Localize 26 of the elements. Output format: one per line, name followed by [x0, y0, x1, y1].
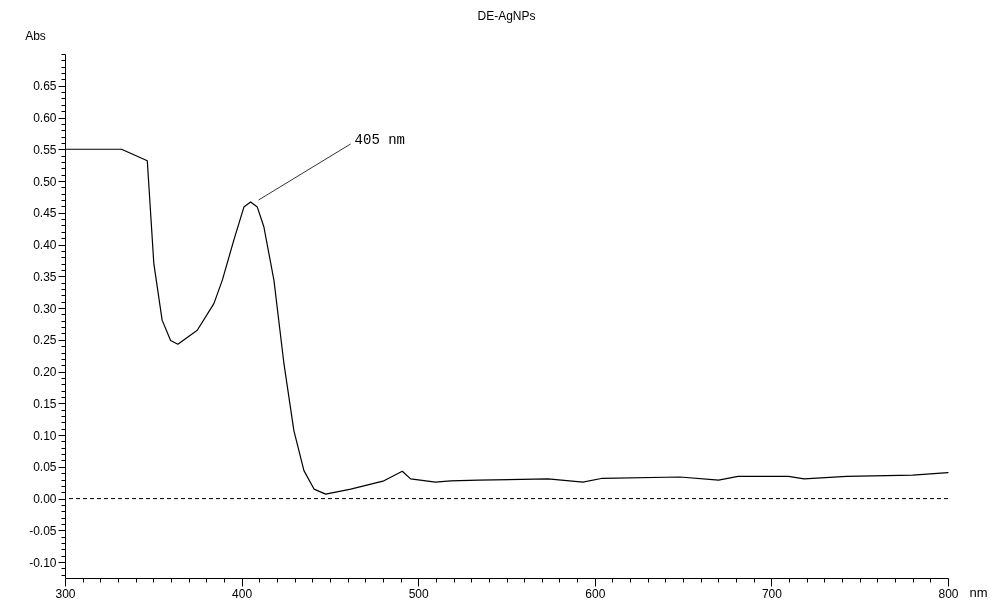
y-tick-label: 0.50 — [33, 174, 57, 189]
x-tick-label: 600 — [585, 586, 606, 601]
x-tick-label: 500 — [408, 586, 430, 601]
x-tick-label: 700 — [761, 586, 783, 601]
y-tick-label: 0.20 — [33, 365, 57, 380]
chart-title: DE-AgNPs — [477, 9, 536, 23]
y-tick-label: 0.40 — [33, 238, 57, 253]
y-tick-label: 0.35 — [33, 269, 57, 284]
y-tick-label: 0.60 — [33, 111, 57, 126]
y-axis-title: Abs — [25, 28, 46, 43]
x-tick-label: 300 — [55, 586, 76, 601]
y-tick-label: 0.25 — [33, 333, 57, 348]
y-tick-label: -0.05 — [29, 523, 57, 538]
x-tick-label: 800 — [938, 586, 959, 601]
y-tick-label: 0.15 — [33, 396, 57, 411]
y-tick-label: 0.10 — [33, 428, 57, 443]
y-tick-label: -0.10 — [29, 555, 57, 570]
y-tick-label: 0.65 — [33, 79, 57, 94]
y-tick-label: 0.05 — [33, 460, 57, 475]
x-axis-title: nm — [969, 584, 988, 600]
y-tick-label: 0.55 — [33, 142, 57, 157]
x-tick-label: 400 — [232, 586, 253, 601]
y-tick-label: 0.00 — [33, 492, 57, 507]
annotation: 405 nm — [354, 131, 406, 148]
y-tick-label: 0.30 — [33, 301, 57, 316]
y-tick-label: 0.45 — [33, 206, 57, 221]
